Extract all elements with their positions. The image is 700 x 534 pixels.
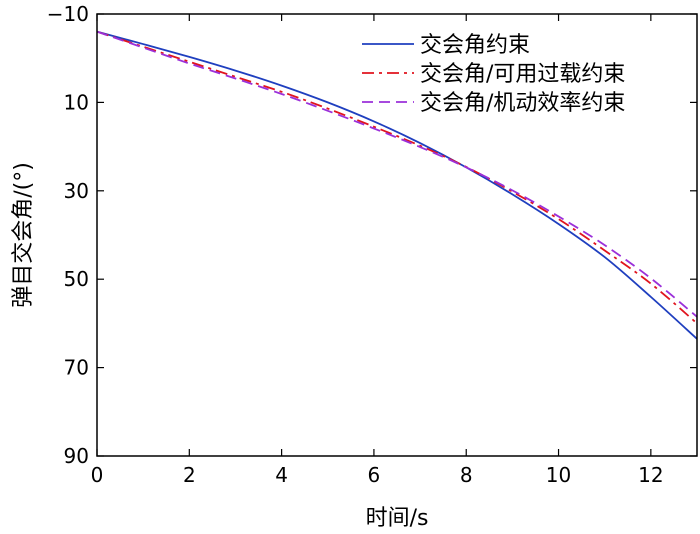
x-tick-label-0: 0 bbox=[91, 463, 104, 487]
y-tick-label-1: 10 bbox=[64, 90, 89, 114]
x-tick-label-3: 6 bbox=[368, 463, 381, 487]
series-line-0 bbox=[96, 30, 698, 340]
ticks-layer: 0 2 4 6 8 10 12 −10 10 30 50 70 90 bbox=[47, 2, 697, 487]
x-tick-label-5: 10 bbox=[546, 463, 571, 487]
series-layer bbox=[96, 30, 698, 340]
x-tick-label-6: 12 bbox=[638, 463, 663, 487]
series-line-2 bbox=[96, 30, 698, 318]
y-tick-label-0: −10 bbox=[47, 2, 89, 26]
plot-frame bbox=[96, 13, 698, 457]
x-tick-label-4: 8 bbox=[460, 463, 473, 487]
y-tick-label-2: 30 bbox=[64, 179, 89, 203]
y-tick-label-4: 70 bbox=[64, 356, 89, 380]
y-tick-label-5: 90 bbox=[64, 444, 89, 468]
y-tick-label-3: 50 bbox=[64, 267, 89, 291]
legend-label-0: 交会角约束 bbox=[420, 33, 530, 58]
x-axis-title: 时间/s bbox=[366, 506, 429, 531]
series-line-1 bbox=[96, 30, 698, 325]
legend-label-2: 交会角/机动效率约束 bbox=[420, 91, 625, 116]
y-axis-title: 弹目交会角/(°) bbox=[11, 162, 36, 308]
x-tick-label-2: 4 bbox=[275, 463, 288, 487]
x-tick-label-1: 2 bbox=[183, 463, 196, 487]
legend-label-1: 交会角/可用过载约束 bbox=[420, 62, 625, 87]
